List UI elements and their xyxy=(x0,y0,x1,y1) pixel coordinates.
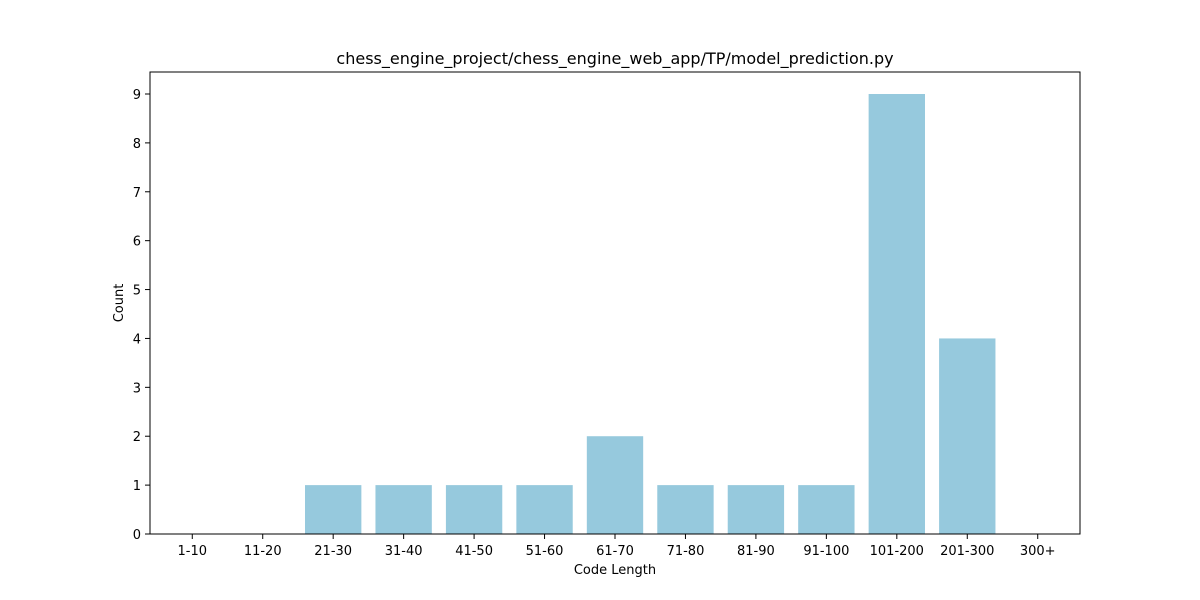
bar-201-300 xyxy=(939,338,996,534)
x-tick-label: 81-90 xyxy=(737,544,775,559)
bar-31-40 xyxy=(375,485,432,534)
y-tick-label: 2 xyxy=(133,430,141,445)
x-tick-label: 11-20 xyxy=(244,544,282,559)
bar-81-90 xyxy=(727,485,785,534)
y-tick-label: 7 xyxy=(133,186,141,201)
x-tick-label: 61-70 xyxy=(596,544,634,559)
x-tick-label: 300+ xyxy=(1020,544,1056,559)
x-tick-label: 91-100 xyxy=(803,544,849,559)
bar-41-50 xyxy=(445,485,503,534)
y-tick-label: 0 xyxy=(133,528,141,543)
x-tick-label: 1-10 xyxy=(178,544,208,559)
y-axis-label: Count xyxy=(112,284,127,323)
x-tick-label: 31-40 xyxy=(385,544,423,559)
bar-71-80 xyxy=(657,485,714,534)
chart-title: chess_engine_project/chess_engine_web_ap… xyxy=(336,49,893,69)
x-tick-label: 201-300 xyxy=(940,544,994,559)
x-tick-label: 71-80 xyxy=(667,544,705,559)
x-axis-label: Code Length xyxy=(574,563,656,578)
y-tick-label: 5 xyxy=(133,284,141,299)
y-tick-label: 1 xyxy=(133,479,141,494)
x-tick-label: 41-50 xyxy=(455,544,493,559)
y-tick-label: 4 xyxy=(133,332,141,347)
bar-101-200 xyxy=(868,94,925,534)
bar-61-70 xyxy=(586,436,644,534)
x-tick-label: 101-200 xyxy=(870,544,924,559)
y-tick-label: 6 xyxy=(133,235,141,250)
y-axis-ticks: 0 1 2 3 4 5 6 7 8 9 xyxy=(133,88,150,543)
y-tick-label: 3 xyxy=(133,381,141,396)
x-axis-ticks: 1-10 11-20 21-30 31-40 41-50 51-60 61-70 71-80 8… xyxy=(178,534,1056,559)
y-tick-label: 8 xyxy=(133,137,141,152)
x-tick-label: 51-60 xyxy=(526,544,564,559)
bar-91-100 xyxy=(798,485,855,534)
bar-21-30 xyxy=(305,485,362,534)
bar-51-60 xyxy=(516,485,573,534)
bars-group xyxy=(305,94,996,534)
x-tick-label: 21-30 xyxy=(314,544,352,559)
y-tick-label: 9 xyxy=(133,88,141,103)
